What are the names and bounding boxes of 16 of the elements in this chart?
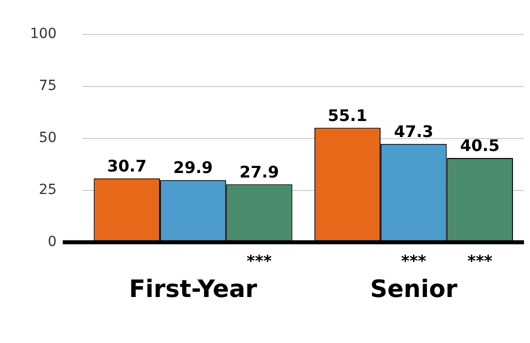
y-tick-label: 75 [38,78,57,94]
data-label: 27.9 [239,162,279,182]
data-label: 30.7 [107,156,147,176]
data-label: 47.3 [394,122,434,142]
x-tick-label: Senior [370,274,458,303]
data-label: 55.1 [328,106,368,125]
data-label: 29.9 [173,158,213,178]
x-tick-label: First-Year [128,274,258,303]
text: *** [401,251,427,270]
data-label: 40.5 [460,136,500,156]
text: *** [467,251,494,270]
y-tick-label: 0 [48,234,57,250]
y-tick-label: 50 [38,130,57,146]
y-tick-label: 25 [38,182,57,198]
text: *** [246,251,272,270]
y-tick-label: 100 [30,26,57,42]
